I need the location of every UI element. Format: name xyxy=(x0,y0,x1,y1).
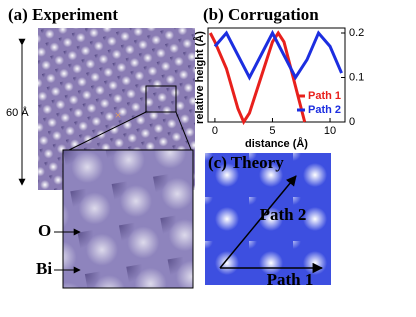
panel-title: (a) Experiment xyxy=(8,5,118,24)
marker: × xyxy=(115,108,122,122)
zoom-line xyxy=(175,111,193,153)
path-label: Path 1 xyxy=(267,270,314,289)
x-axis-label: distance (Å) xyxy=(245,137,308,150)
plot-frame xyxy=(207,27,346,123)
x-tick-label: 0 xyxy=(212,125,218,137)
path-label: Path 2 xyxy=(260,205,307,224)
zoom-box xyxy=(145,85,177,113)
line xyxy=(213,29,343,81)
y-tick-label: 0.1 xyxy=(349,71,364,83)
theory-image xyxy=(205,153,331,285)
x-tick-label: 5 xyxy=(269,125,275,137)
arrow xyxy=(219,175,297,269)
line xyxy=(208,30,307,126)
legend-label: Path 1 xyxy=(308,90,341,102)
atom-label: O xyxy=(38,221,51,240)
zoom-line xyxy=(64,111,147,153)
y-tick-label: 0 xyxy=(349,116,355,128)
y-tick-label: 0.2 xyxy=(349,27,364,39)
zoom-image xyxy=(62,149,194,289)
y-axis-label: relative height (Å) xyxy=(193,31,206,124)
x-tick-label: 10 xyxy=(324,125,336,137)
legend-label: Path 2 xyxy=(308,104,341,116)
atom-label: Bi xyxy=(36,259,52,278)
chart-title: (b) Corrugation xyxy=(203,5,319,24)
panel-title: (c) Theory xyxy=(208,153,284,172)
scale-label: 60 Å xyxy=(6,106,29,119)
